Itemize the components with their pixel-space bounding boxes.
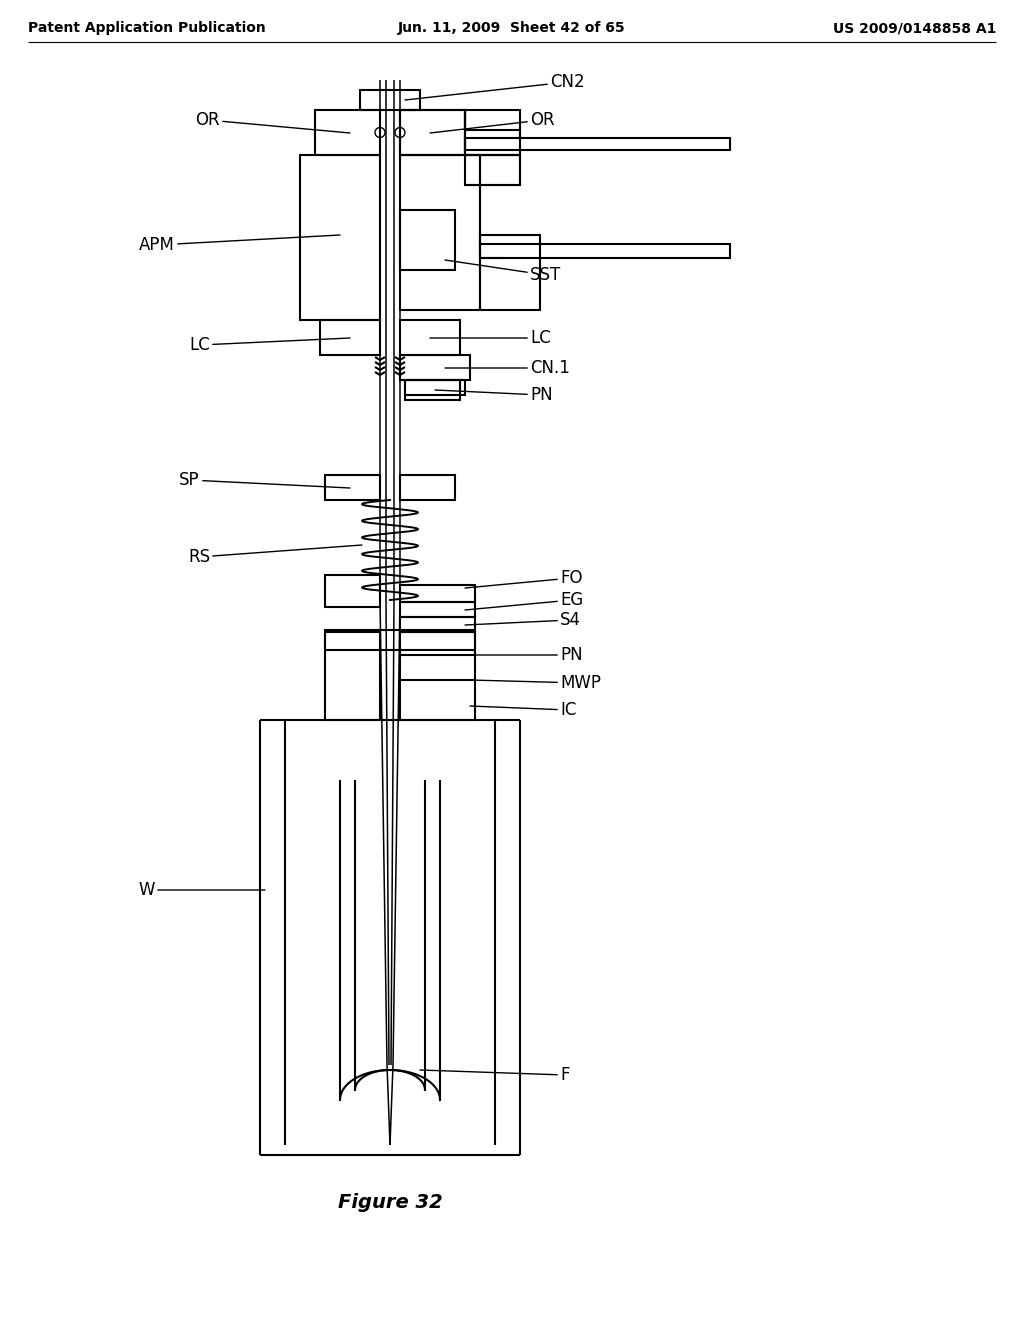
Text: CN.1: CN.1 — [445, 359, 570, 378]
Bar — [325, 576, 380, 607]
Bar — [465, 154, 520, 185]
Bar — [480, 235, 540, 310]
Text: SP: SP — [179, 471, 350, 488]
Bar — [325, 475, 380, 500]
Bar — [400, 616, 475, 632]
Bar — [465, 110, 520, 154]
Bar — [400, 632, 475, 719]
Text: OR: OR — [430, 111, 555, 133]
Text: SST: SST — [445, 260, 561, 284]
Text: EG: EG — [465, 591, 584, 610]
Text: FO: FO — [465, 569, 583, 587]
Bar — [465, 139, 730, 150]
Bar — [400, 210, 455, 271]
Text: LC: LC — [189, 337, 350, 354]
Text: CN2: CN2 — [406, 73, 585, 100]
Text: OR: OR — [196, 111, 350, 133]
Bar — [400, 319, 460, 355]
Bar — [480, 244, 730, 257]
Bar — [315, 110, 380, 154]
Text: RS: RS — [187, 545, 362, 566]
Text: Jun. 11, 2009  Sheet 42 of 65: Jun. 11, 2009 Sheet 42 of 65 — [398, 21, 626, 36]
Bar — [400, 585, 475, 602]
Bar — [319, 319, 380, 355]
Bar — [325, 630, 475, 649]
Bar — [400, 602, 475, 616]
Text: Patent Application Publication: Patent Application Publication — [28, 21, 266, 36]
Bar — [360, 90, 420, 110]
Text: LC: LC — [430, 329, 551, 347]
Text: PN: PN — [470, 645, 583, 664]
Text: IC: IC — [470, 701, 577, 719]
Bar — [400, 110, 465, 154]
Text: W: W — [138, 880, 265, 899]
Text: US 2009/0148858 A1: US 2009/0148858 A1 — [833, 21, 996, 36]
Bar — [406, 380, 460, 400]
Bar — [400, 110, 465, 154]
Text: MWP: MWP — [470, 675, 601, 692]
Bar — [400, 154, 480, 310]
Text: S4: S4 — [465, 611, 581, 630]
Bar — [325, 632, 380, 719]
Bar — [406, 380, 465, 395]
Text: PN: PN — [435, 385, 553, 404]
Text: F: F — [420, 1067, 569, 1084]
Bar — [300, 154, 380, 319]
Text: Figure 32: Figure 32 — [338, 1192, 442, 1212]
Text: APM: APM — [139, 235, 340, 253]
Bar — [400, 475, 455, 500]
Bar — [400, 355, 470, 380]
